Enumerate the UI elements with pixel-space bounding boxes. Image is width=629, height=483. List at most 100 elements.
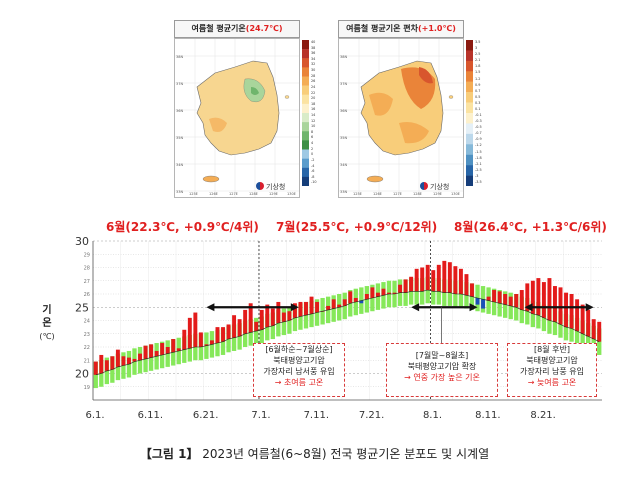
x-tick-label: 7.1.: [251, 410, 270, 421]
colorbar-swatch: [302, 176, 309, 186]
svg-text:36N: 36N: [176, 109, 183, 113]
colorbar-tick-label: 0.1: [475, 106, 481, 111]
colorbar-tick-label: 36: [311, 51, 316, 56]
july-summary: 7월(25.5℃, +0.9℃/12위): [276, 220, 438, 234]
x-tick-label: 8.11.: [475, 410, 500, 421]
above-normal-bar: [154, 350, 159, 357]
colorbar-tick-label: 24: [311, 84, 316, 89]
svg-text:130E: 130E: [451, 192, 460, 196]
above-normal-bar: [409, 276, 414, 292]
y-minor-tick-label: 23: [84, 332, 90, 338]
above-normal-bar: [215, 327, 220, 344]
above-normal-bar: [453, 266, 458, 294]
mean-temp-colorbar: [302, 40, 309, 186]
normal-range-bar: [597, 328, 602, 355]
colorbar-tick-label: -8: [311, 174, 315, 179]
above-normal-bar: [348, 291, 353, 304]
above-normal-bar: [458, 268, 463, 294]
korea-landmass: [196, 60, 280, 156]
colorbar-tick-label: 40: [311, 40, 316, 44]
temperature-timeseries-chart: 20 25 30 19 21 22 23 24 26 27 28 29 6.1. 6.11. 6.21. 7.…: [75, 235, 602, 421]
kma-logo: 기상청: [256, 182, 285, 192]
below-normal-bar: [359, 300, 364, 304]
colorbar-swatch: [302, 158, 309, 168]
above-normal-bar: [553, 286, 557, 322]
above-normal-bar: [503, 294, 508, 305]
colorbar-swatch: [466, 123, 473, 135]
above-normal-bar: [337, 304, 342, 308]
anomaly-map-title: 여름철 평균기온 편차(+1.0℃): [338, 20, 464, 38]
colorbar-tick-label: 1.8: [475, 64, 481, 69]
arrow-peak-heat-head-right: [469, 303, 478, 312]
colorbar-tick-label: 2.5: [475, 52, 481, 57]
above-normal-bar: [182, 329, 187, 350]
colorbar-tick-label: 4: [311, 141, 314, 146]
colorbar-tick-label: -4: [311, 163, 315, 168]
above-normal-bar: [381, 288, 386, 296]
svg-text:33N: 33N: [176, 190, 183, 194]
above-normal-bar: [243, 309, 248, 334]
arrow-late-summer-head-left: [524, 303, 533, 312]
above-normal-bar: [226, 324, 231, 340]
above-normal-bar: [442, 260, 447, 293]
colorbar-tick-label: 10: [311, 124, 316, 129]
note-early-summer: [6월하순~7월상순] 북태평양고기압 가장자리 남서풍 유입 → 초여름 고온: [253, 343, 345, 397]
above-normal-bar: [204, 344, 209, 346]
above-normal-bar: [276, 301, 281, 324]
y-tick-label: 30: [75, 235, 89, 248]
y-axis-title: 기 온 (℃): [39, 305, 55, 341]
svg-text:38N: 38N: [176, 55, 183, 59]
colorbar-tick-label: 2.1: [475, 58, 481, 63]
note-peak-heat: [7월말~8월초] 북태평양고기압 확장 → 연중 가장 높은 기온: [386, 343, 498, 397]
colorbar-tick-label: -2.1: [475, 161, 482, 166]
kma-taeguk-icon: [420, 182, 428, 190]
colorbar-tick-label: 3: [475, 46, 478, 51]
colorbar-tick-label: 1.5: [475, 70, 481, 75]
colorbar-swatch: [302, 167, 309, 178]
colorbar-tick-label: 30: [311, 68, 316, 73]
above-normal-bar: [569, 294, 574, 329]
mean-temp-colorbar-labels: 40 38 36 34 32 30 28 26 24 22 20 18 16 14 12 10 8 6 4 2 0 -2-…: [311, 40, 327, 186]
colorbar-swatch: [466, 102, 473, 114]
colorbar-tick-label: 18: [311, 101, 316, 106]
colorbar-tick-label: -0.3: [475, 119, 482, 124]
x-tick-label: 7.11.: [304, 410, 329, 421]
above-normal-bar: [519, 290, 524, 310]
svg-text:129E: 129E: [269, 192, 278, 196]
above-normal-bar: [254, 321, 259, 332]
colorbar-tick-label: -2: [311, 157, 315, 162]
colorbar-tick-label: -0.5: [475, 125, 482, 130]
svg-text:127E: 127E: [229, 192, 238, 196]
colorbar-tick-label: -1.5: [475, 149, 482, 154]
above-normal-bar: [326, 305, 331, 310]
svg-text:36N: 36N: [340, 109, 347, 113]
above-normal-bar: [547, 278, 552, 321]
arrow-early-summer-head-left: [206, 303, 215, 312]
above-normal-bar: [497, 291, 502, 304]
mean-temp-map-svg: 38N 37N 36N 35N 34N 33N 125E 126E 127E 128E 1…: [175, 39, 299, 197]
colorbar-swatch: [302, 85, 309, 95]
above-normal-bar: [138, 353, 142, 361]
svg-text:125E: 125E: [353, 192, 362, 196]
above-normal-bar: [309, 296, 314, 314]
colorbar-tick-label: 8: [311, 129, 314, 134]
colorbar-swatch: [466, 71, 473, 82]
colorbar-tick-label: 26: [311, 79, 316, 84]
above-normal-bar: [486, 296, 491, 301]
above-normal-bar: [508, 296, 513, 306]
colorbar-tick-label: 6: [311, 135, 314, 140]
y-minor-tick-label: 26: [84, 292, 90, 298]
above-normal-bar: [121, 356, 126, 366]
above-normal-bar: [270, 308, 275, 326]
colorbar-tick-label: 3.5: [475, 40, 481, 44]
kma-logo: 기상청: [420, 182, 449, 192]
colorbar-tick-label: -10: [311, 180, 317, 185]
above-normal-bar: [387, 292, 391, 294]
above-normal-bar: [176, 348, 181, 351]
above-normal-bar: [193, 312, 198, 347]
above-normal-bar: [149, 344, 154, 358]
august-summary: 8월(26.4℃, +1.3℃/6위): [454, 220, 607, 234]
above-normal-bar: [221, 327, 225, 342]
anomaly-colorbar: [466, 40, 473, 186]
colorbar-swatch: [466, 92, 473, 103]
